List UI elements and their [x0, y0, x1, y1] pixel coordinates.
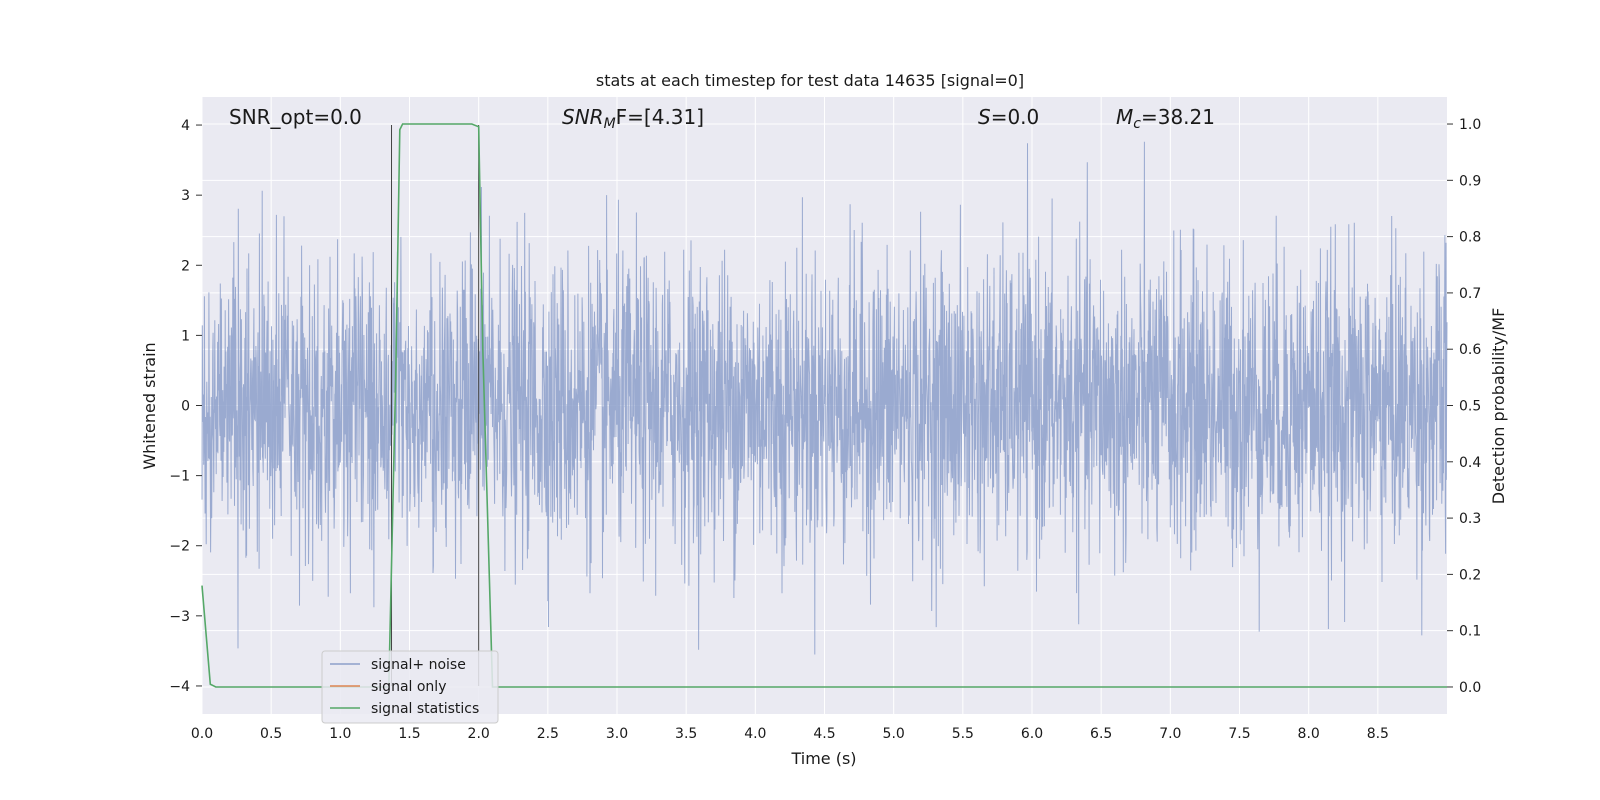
y-tick-label: −3	[169, 609, 190, 625]
x-tick-label: 4.0	[744, 726, 766, 742]
y-right-tick-label: 0.7	[1459, 286, 1481, 302]
y-right-tick-label: 0.1	[1459, 624, 1481, 640]
annotation-snr-mf-rest: F=[4.31]	[616, 105, 704, 129]
annotation-snr-mf-sub: M	[604, 116, 616, 132]
y-right-tick-label: 0.3	[1459, 511, 1481, 527]
annotation-s-rest: =0.0	[991, 105, 1040, 129]
x-axis-ticks: 0.0 0.5 1.0 1.5 2.0 2.5 3.0 3.5 4.0 4.5 5.0 5.5 6.0 6…	[191, 726, 1389, 742]
x-tick-label: 3.0	[606, 726, 628, 742]
annotation-snr-mf-main: SNR	[562, 105, 604, 129]
x-tick-label: 2.5	[537, 726, 559, 742]
x-tick-label: 1.0	[329, 726, 351, 742]
legend: signal+ noise signal only signal statist…	[321, 650, 499, 724]
annotation-mc-var: M	[1116, 105, 1133, 129]
y-right-tick-label: 0.9	[1459, 173, 1481, 189]
annotation-mc-sub: c	[1133, 116, 1141, 132]
annotation-mc-rest: =38.21	[1141, 105, 1215, 129]
x-tick-label: 4.5	[813, 726, 835, 742]
x-tick-label: 3.5	[675, 726, 697, 742]
y-tick-label: −4	[169, 679, 190, 695]
y-axis-ticks: −4 −3 −2 −1 0 1 2 3 4	[169, 118, 202, 695]
series-signal-statistics	[201, 123, 1447, 688]
legend-label-signal-only: signal only	[371, 679, 446, 695]
annotation-snr-mf: SNRMF=[4.31]	[562, 105, 704, 132]
y-axis-right-ticks: 0.0 0.1 0.2 0.3 0.4 0.5 0.6 0.7 0.8 0.9 1.0	[1447, 117, 1481, 696]
y-right-tick-label: 1.0	[1459, 117, 1481, 133]
legend-label-signal-noise: signal+ noise	[371, 657, 466, 673]
y-tick-label: 2	[181, 258, 190, 274]
y-tick-label: −1	[169, 469, 190, 485]
x-tick-label: 7.5	[1228, 726, 1250, 742]
signal-statistics-line	[201, 123, 1447, 688]
y-right-tick-label: 0.5	[1459, 399, 1481, 415]
y-axis-right-label: Detection probability/MF	[1489, 308, 1508, 505]
x-tick-label: 7.0	[1159, 726, 1181, 742]
x-tick-label: 2.0	[468, 726, 490, 742]
y-tick-label: 0	[181, 399, 190, 415]
x-tick-label: 5.0	[883, 726, 905, 742]
x-tick-label: 6.0	[1021, 726, 1043, 742]
legend-box	[321, 650, 499, 724]
x-tick-label: 6.5	[1090, 726, 1112, 742]
legend-label-signal-statistics: signal statistics	[371, 701, 479, 717]
annotation-s: S=0.0	[978, 105, 1039, 129]
y-axis-label: Whitened strain	[140, 342, 159, 469]
x-tick-label: 1.5	[398, 726, 420, 742]
chart-title: stats at each timestep for test data 146…	[596, 71, 1024, 90]
y-tick-label: 1	[181, 328, 190, 344]
x-tick-label: 8.0	[1298, 726, 1320, 742]
series-signal-noise	[201, 141, 1448, 655]
annotation-snr-opt: SNR_opt=0.0	[229, 105, 362, 129]
y-right-tick-label: 0.6	[1459, 342, 1481, 358]
annotation-s-var: S	[978, 105, 991, 129]
y-tick-label: 3	[181, 188, 190, 204]
x-tick-label: 0.0	[191, 726, 213, 742]
y-tick-label: 4	[181, 118, 190, 134]
x-tick-label: 5.5	[952, 726, 974, 742]
x-tick-label: 8.5	[1367, 726, 1389, 742]
y-right-tick-label: 0.0	[1459, 680, 1481, 696]
signal-noise-line	[201, 141, 1448, 655]
x-axis-label: Time (s)	[790, 749, 856, 768]
y-right-tick-label: 0.8	[1459, 230, 1481, 246]
y-right-tick-label: 0.4	[1459, 455, 1481, 471]
y-tick-label: −2	[169, 539, 190, 555]
x-tick-label: 0.5	[260, 726, 282, 742]
y-right-tick-label: 0.2	[1459, 567, 1481, 583]
annotation-mc: Mc=38.21	[1116, 105, 1215, 132]
